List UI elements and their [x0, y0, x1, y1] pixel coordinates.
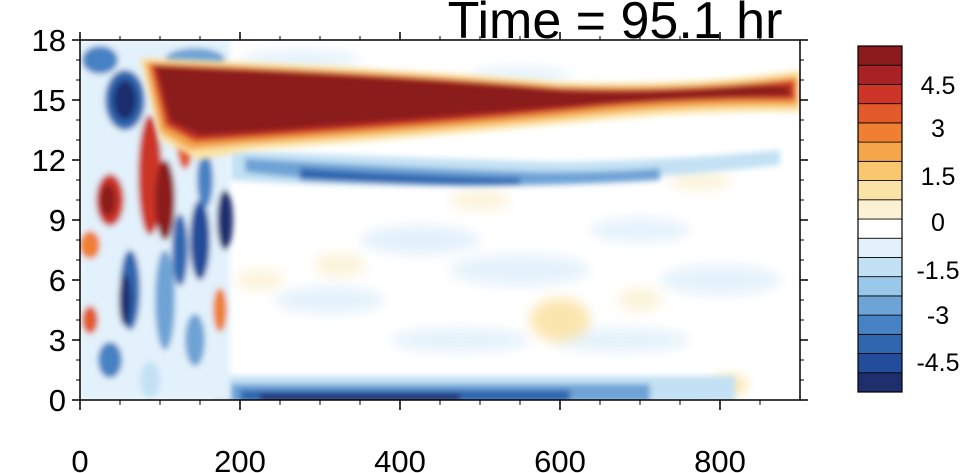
colorbar-swatch — [857, 295, 903, 316]
colorbar-swatch — [857, 45, 903, 66]
y-tick-label: 0 — [49, 383, 66, 418]
colorbar: 4.5 3 1.5 0 -1.5 -3 -4.5 — [857, 45, 960, 393]
y-tick-label: 9 — [49, 203, 66, 238]
colorbar-tick-label: 4.5 — [921, 72, 956, 100]
colorbar-tick-label: 1.5 — [921, 163, 956, 191]
colorbar-swatch — [857, 141, 903, 162]
y-tick-label: 18 — [32, 23, 66, 58]
y-tick-label: 15 — [32, 83, 66, 118]
colorbar-swatch — [857, 257, 903, 278]
colorbar-swatch — [857, 333, 903, 354]
x-tick-label: 0 — [71, 444, 88, 473]
colorbar-tick-label: -1.5 — [916, 257, 959, 285]
colorbar-swatch — [857, 237, 903, 258]
colorbar-swatch — [857, 314, 903, 335]
colorbar-swatch — [857, 276, 903, 297]
heatmap-field — [80, 40, 800, 400]
x-tick-label: 600 — [534, 444, 586, 473]
x-axis: 0 200 400 600 800 — [71, 32, 761, 473]
y-tick-label: 6 — [49, 263, 66, 298]
colorbar-tick-label: 3 — [931, 115, 945, 143]
colorbar-swatch — [857, 180, 903, 201]
y-axis: 0 3 6 9 12 15 18 — [32, 23, 808, 418]
colorbar-swatch — [857, 84, 903, 105]
colorbar-swatch — [857, 122, 903, 143]
colorbar-swatch — [857, 218, 903, 239]
colorbar-frame — [857, 45, 903, 393]
y-tick-label: 12 — [32, 143, 66, 178]
colorbar-swatch — [857, 160, 903, 181]
colorbar-swatch — [857, 199, 903, 220]
colorbar-tick-label: -3 — [927, 302, 949, 330]
x-tick-label: 200 — [214, 444, 266, 473]
colorbar-tick-label: 0 — [931, 209, 945, 237]
y-tick-label: 3 — [49, 323, 66, 358]
x-tick-label: 800 — [694, 444, 746, 473]
x-tick-label: 400 — [374, 444, 426, 473]
chart-title: Time = 95.1 hr — [448, 0, 783, 50]
colorbar-swatch — [857, 64, 903, 85]
colorbar-swatch — [857, 353, 903, 374]
colorbar-tick-label: -4.5 — [916, 349, 959, 377]
colorbar-swatch — [857, 103, 903, 124]
colorbar-swatch — [857, 372, 903, 393]
